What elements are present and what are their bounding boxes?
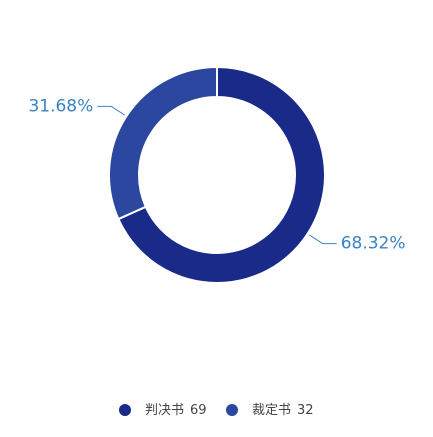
legend-value: 32 <box>297 403 314 418</box>
legend-label: 判决书 69 <box>145 403 207 418</box>
leader-line <box>309 234 337 245</box>
percent-label: 31.68% <box>28 96 93 116</box>
leader-line <box>97 105 125 116</box>
donut-slice <box>117 65 326 284</box>
legend-label: 裁定书 32 <box>252 402 314 418</box>
legend-marker <box>119 404 131 416</box>
donut-slice <box>108 65 218 221</box>
percent-label: 68.32% <box>341 234 406 254</box>
legend-value: 69 <box>190 403 207 418</box>
legend-name: 判决书 <box>145 403 184 418</box>
legend-name: 裁定书 <box>252 402 291 418</box>
legend-marker <box>226 404 238 416</box>
